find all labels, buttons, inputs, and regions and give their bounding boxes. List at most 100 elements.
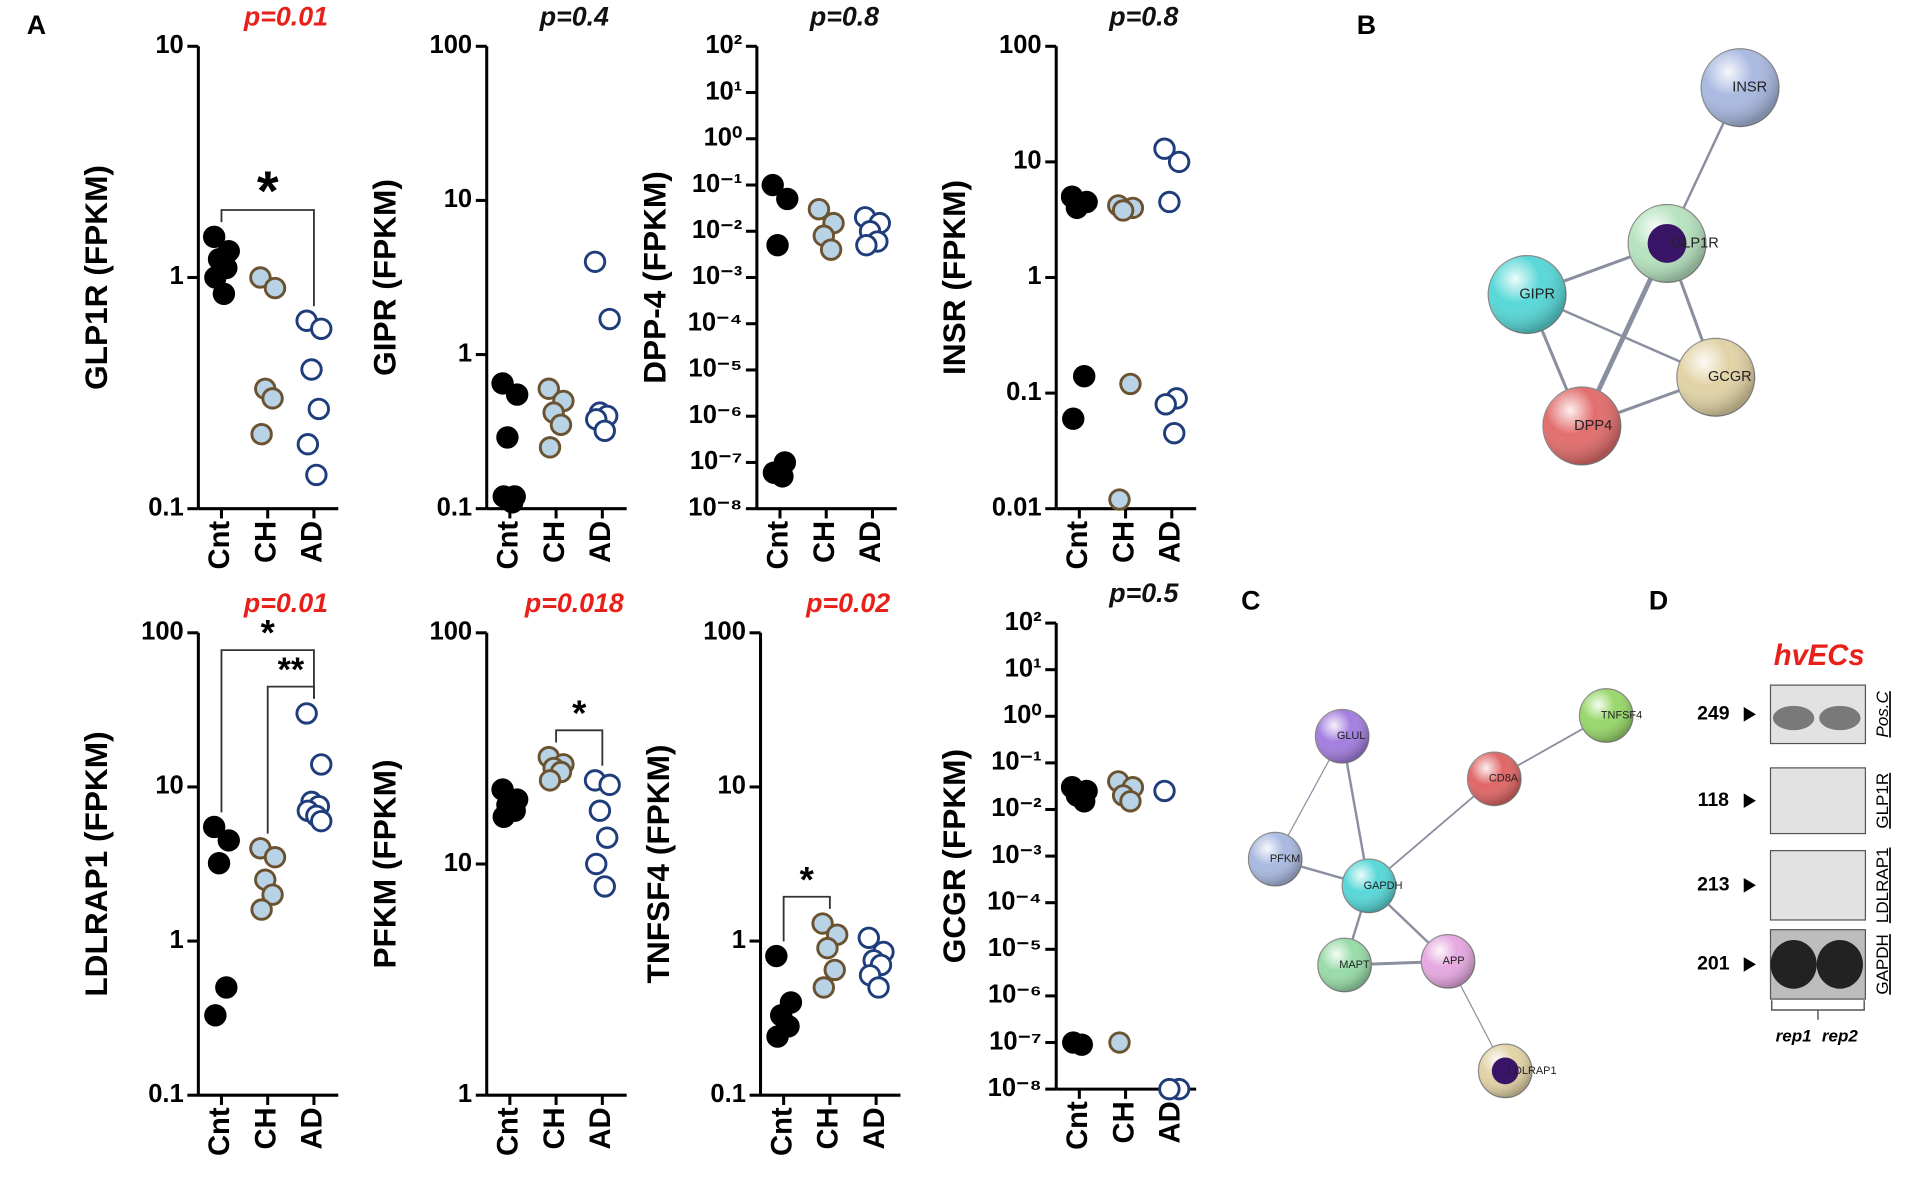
panel-letter: A — [27, 10, 46, 40]
data-point — [583, 250, 607, 273]
y-tick-label: 100 — [430, 31, 473, 59]
y-axis-label: TNFSF4 (FPKM) — [640, 745, 676, 984]
y-tick-label: 1 — [1027, 262, 1041, 290]
x-tick-label: CH — [1108, 1101, 1140, 1143]
p-value: p=0.02 — [805, 588, 890, 618]
lane-label: rep2 — [1822, 1026, 1858, 1045]
y-tick-label: 1 — [170, 262, 184, 290]
y-tick-label: 10⁻⁵ — [988, 934, 1042, 962]
node-label: PFKM — [1270, 853, 1300, 865]
data-point — [202, 225, 226, 248]
data-point — [261, 883, 284, 906]
y-tick-label: 10⁰ — [704, 124, 743, 152]
y-tick-label: 1 — [170, 926, 184, 954]
significance-stars: * — [261, 612, 276, 653]
data-point — [816, 936, 839, 960]
blot-size: 201 — [1697, 953, 1730, 975]
data-point — [1154, 393, 1177, 416]
blot-title: hvECs — [1774, 640, 1865, 672]
y-tick-label: 10⁻⁷ — [989, 1027, 1041, 1055]
x-tick-label: AD — [297, 521, 329, 563]
blot-band — [1819, 705, 1861, 731]
x-tick-label: Cnt — [766, 1107, 798, 1156]
data-point — [1062, 407, 1085, 430]
significance-bracket — [555, 729, 604, 766]
data-point — [1111, 199, 1135, 222]
data-point — [263, 276, 287, 300]
data-point — [1153, 137, 1176, 160]
node-label: CD8A — [1489, 773, 1519, 785]
node-shine — [1467, 752, 1522, 806]
data-point — [215, 976, 238, 999]
data-point — [537, 377, 560, 400]
y-axis-label: GIPR (FPKM) — [366, 179, 402, 376]
data-point — [249, 266, 272, 289]
data-point — [310, 317, 333, 340]
x-tick-label: Cnt — [763, 521, 795, 570]
node-structure — [1491, 1057, 1519, 1085]
blot-strip — [1769, 767, 1867, 835]
x-tick-label: AD — [859, 1107, 891, 1149]
y-tick-label: 0.1 — [1006, 378, 1042, 406]
data-point — [296, 433, 320, 456]
x-tick-label: Cnt — [204, 1107, 236, 1156]
data-point — [538, 769, 562, 792]
data-point — [492, 805, 515, 829]
data-point — [204, 1004, 227, 1027]
node-shine — [1488, 255, 1567, 334]
data-point — [307, 397, 331, 421]
x-tick-label: AD — [585, 521, 617, 563]
p-value: p=0.8 — [809, 1, 879, 31]
y-tick-label: 10⁻² — [991, 794, 1041, 822]
x-tick-label: Cnt — [493, 521, 525, 570]
data-point — [1167, 150, 1191, 174]
blot-row-label: GLP1R — [1873, 773, 1892, 829]
significance-bracket — [220, 649, 315, 813]
node-shine — [1542, 387, 1621, 465]
significance-stars: * — [800, 859, 815, 900]
data-point — [1070, 1033, 1093, 1056]
data-point — [593, 875, 616, 898]
y-tick-label: 0.1 — [148, 1080, 184, 1108]
panel-letter: C — [1241, 585, 1260, 615]
x-tick-label: Cnt — [1062, 521, 1094, 570]
node-shine — [1421, 934, 1475, 989]
data-point — [765, 944, 788, 968]
x-tick-label: CH — [250, 1107, 282, 1149]
p-value: p=0.5 — [1108, 578, 1179, 608]
y-tick-label: 10⁻⁷ — [690, 447, 742, 475]
blot-band — [1816, 940, 1863, 989]
data-point — [1158, 190, 1181, 214]
data-point — [766, 233, 789, 257]
y-tick-label: 10⁻¹ — [991, 748, 1041, 776]
x-tick-label: AD — [1155, 521, 1187, 563]
y-tick-label: 10 — [444, 849, 472, 877]
data-point — [857, 926, 881, 950]
x-tick-label: Cnt — [493, 1107, 525, 1156]
y-tick-label: 100 — [703, 618, 746, 646]
data-point — [501, 491, 524, 514]
x-tick-label: AD — [297, 1107, 329, 1149]
blot-size: 118 — [1698, 789, 1730, 811]
blot-arrow — [1743, 957, 1756, 972]
data-point — [771, 465, 794, 488]
x-tick-label: Cnt — [204, 521, 236, 570]
y-tick-label: 10 — [155, 31, 183, 59]
x-tick-label: AD — [1155, 1101, 1187, 1143]
y-tick-label: 1 — [458, 339, 472, 367]
p-value: p=0.4 — [539, 1, 609, 31]
data-point — [202, 815, 226, 839]
node-shine — [1676, 338, 1755, 417]
p-value: p=0.018 — [524, 588, 624, 618]
data-point — [310, 809, 333, 833]
data-point — [588, 799, 612, 822]
blot-band — [1772, 705, 1815, 731]
significance-bracket — [782, 895, 831, 942]
data-point — [811, 912, 834, 935]
y-tick-label: 10 — [155, 772, 183, 800]
node-label: GLUL — [1337, 730, 1366, 742]
data-point — [300, 358, 323, 381]
node-shine — [1579, 688, 1633, 743]
data-point — [1065, 196, 1089, 220]
y-tick-label: 10⁻⁸ — [688, 493, 742, 521]
